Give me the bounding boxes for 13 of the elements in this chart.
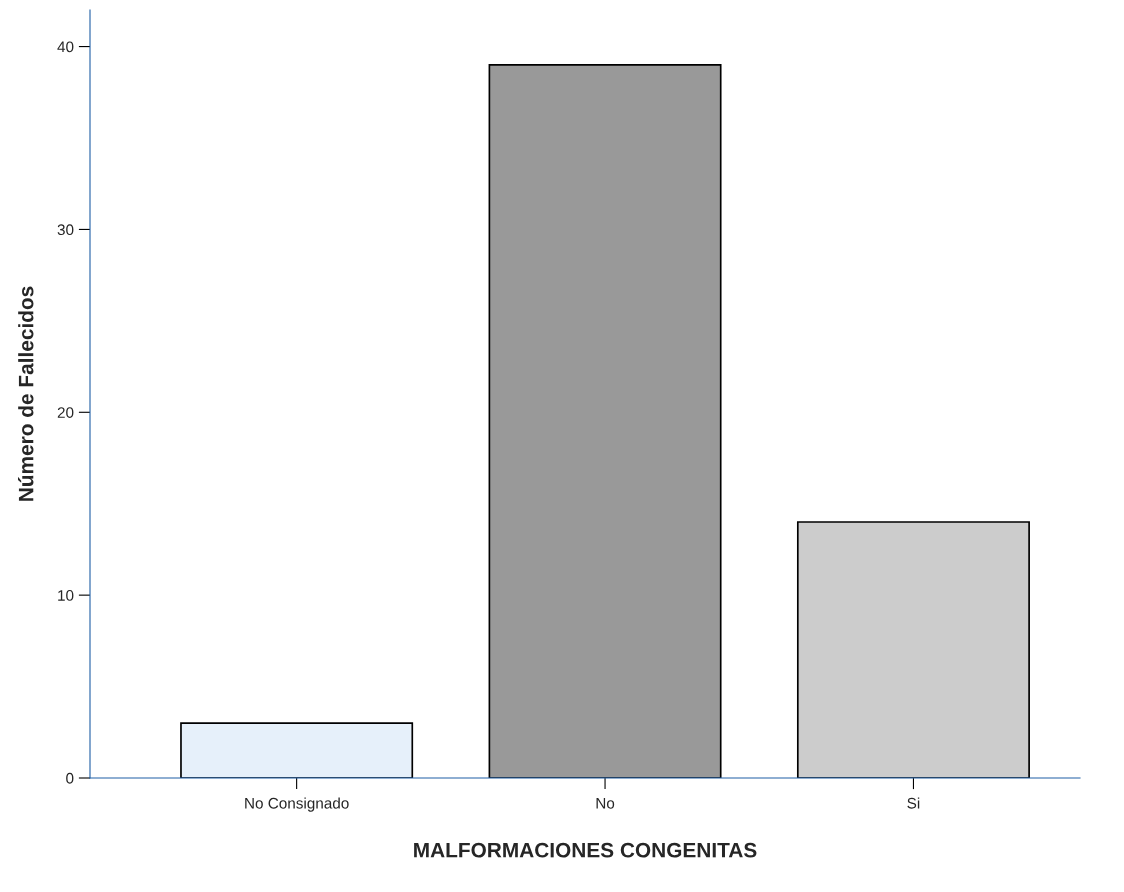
y-tick-label: 20 xyxy=(57,407,74,418)
y-tick-label: 10 xyxy=(58,590,74,601)
x-axis-title: MALFORMACIONES CONGENITAS xyxy=(414,842,757,858)
x-tick-label: No xyxy=(596,798,615,809)
bar xyxy=(488,64,722,778)
x-tick-label: No Consignado xyxy=(245,797,349,812)
x-tick-label: Si xyxy=(907,797,920,809)
y-tick-label: 0 xyxy=(66,772,74,784)
y-tick-label: 40 xyxy=(57,41,74,53)
bar xyxy=(180,722,414,778)
bar xyxy=(796,521,1030,778)
y-tick-label: 30 xyxy=(57,224,74,236)
y-axis-title: Número de Fallecidos xyxy=(17,286,34,501)
